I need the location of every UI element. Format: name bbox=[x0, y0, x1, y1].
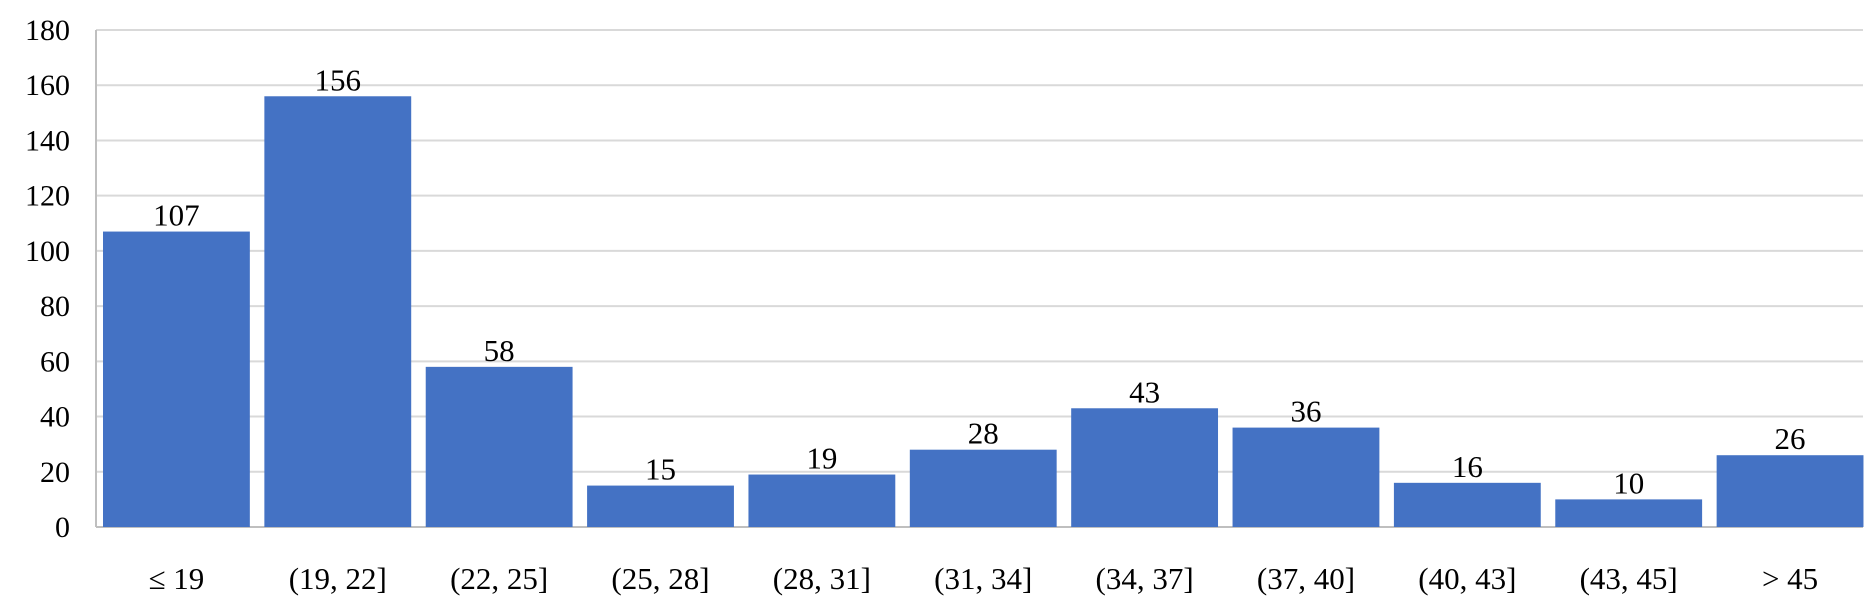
bar bbox=[1716, 455, 1864, 527]
data-label: 36 bbox=[1290, 394, 1321, 429]
bar bbox=[103, 231, 250, 528]
data-label: 28 bbox=[968, 416, 999, 451]
category-label: (37, 40] bbox=[1257, 561, 1355, 596]
data-label: 156 bbox=[315, 62, 362, 97]
bar bbox=[1232, 427, 1380, 527]
y-tick-label: 140 bbox=[25, 124, 70, 157]
y-tick-label: 40 bbox=[40, 401, 70, 434]
bar bbox=[748, 474, 896, 527]
bar bbox=[587, 485, 734, 527]
x-axis-categories: ≤ 19 (19, 22] (22, 25] (25, 28] (28, 31] (31,… bbox=[149, 561, 1819, 596]
category-label: (43, 45] bbox=[1580, 561, 1678, 596]
category-label: (40, 43] bbox=[1418, 561, 1516, 596]
data-label: 16 bbox=[1452, 449, 1483, 484]
data-label: 43 bbox=[1129, 374, 1160, 409]
bar bbox=[1071, 408, 1219, 527]
y-tick-label: 60 bbox=[40, 345, 70, 378]
category-label: (28, 31] bbox=[773, 561, 871, 596]
category-label: (19, 22] bbox=[289, 561, 387, 596]
data-label: 15 bbox=[645, 452, 676, 487]
y-tick-label: 120 bbox=[25, 180, 70, 213]
bar bbox=[909, 449, 1057, 527]
y-tick-label: 160 bbox=[25, 69, 70, 102]
data-label: 26 bbox=[1775, 421, 1806, 456]
y-tick-label: 180 bbox=[25, 14, 70, 47]
bar bbox=[1393, 482, 1541, 527]
data-label: 107 bbox=[153, 198, 200, 233]
y-tick-label: 0 bbox=[55, 511, 70, 544]
data-label: 10 bbox=[1613, 465, 1644, 500]
bar bbox=[264, 96, 412, 528]
category-label: (25, 28] bbox=[611, 561, 709, 596]
category-label: (34, 37] bbox=[1096, 561, 1194, 596]
y-tick-label: 80 bbox=[40, 290, 70, 323]
category-label: (31, 34] bbox=[934, 561, 1032, 596]
bars bbox=[103, 96, 1864, 528]
data-label: 58 bbox=[484, 333, 515, 368]
y-tick-label: 100 bbox=[25, 235, 70, 268]
y-axis-ticks: 0 20 40 60 80 100 120 140 160 180 bbox=[25, 14, 70, 544]
y-tick-label: 20 bbox=[40, 456, 70, 489]
category-label: ≤ 19 bbox=[149, 561, 205, 596]
data-label: 19 bbox=[806, 441, 837, 476]
data-labels: 107 156 58 15 19 28 43 36 16 10 26 bbox=[153, 62, 1805, 500]
bar bbox=[1555, 499, 1703, 527]
bar bbox=[425, 366, 573, 527]
category-label: > 45 bbox=[1762, 561, 1818, 596]
category-label: (22, 25] bbox=[450, 561, 548, 596]
